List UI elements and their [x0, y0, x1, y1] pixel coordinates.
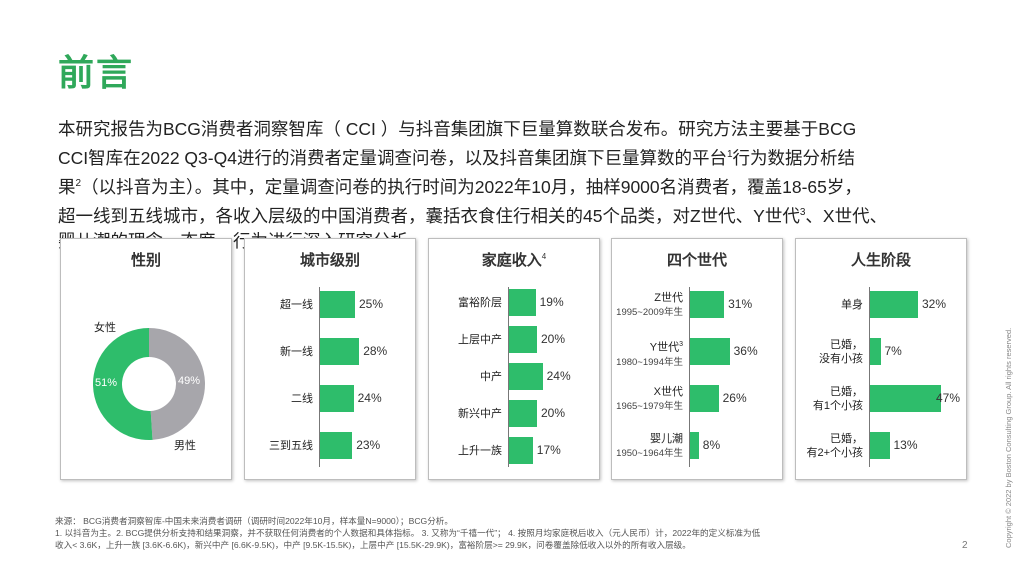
bar — [690, 338, 730, 365]
generation-title: 四个世代 — [666, 252, 727, 269]
generation-panel: 四个世代 Z世代 1995~2009年生 31% Y世代3 1980~1994年生 36%… — [611, 238, 783, 480]
life-stage-panel: 人生阶段 单身 32% 已婚， 没有小孩 7% 已婚， 有1个小孩 47% 已婚， 有2+个小孩 1… — [795, 238, 967, 480]
bar-label: 上层中产 — [458, 334, 502, 346]
bar-value-label: 13% — [893, 438, 918, 452]
bar — [320, 338, 360, 365]
gender-title: 性别 — [130, 252, 161, 269]
city-tier-panel: 城市级别 超一线 25% 新一线 28% 二线 24% 三到五线 23% — [244, 238, 416, 480]
life-stage-title: 人生阶段 — [850, 252, 911, 269]
bar-value-label: 28% — [363, 344, 388, 358]
bar-label: 超一线 — [280, 299, 313, 311]
bar — [509, 289, 536, 316]
copyright-notice: Copyright © 2022 by Boston Consulting Gr… — [1004, 327, 1013, 548]
income-panel: 家庭收入4 富裕阶层 19% 上层中产 20% 中产 24% 新兴中产 20% 上升一族 17% — [428, 238, 600, 480]
bar-label: 富裕阶层 — [458, 297, 502, 309]
bar — [320, 385, 354, 412]
bar — [690, 385, 719, 412]
bar-label: 已婚， 有1个小孩 — [812, 386, 863, 412]
bar — [870, 432, 890, 459]
notes-line-1: 1. 以抖音为主。2. BCG提供分析支持和结果洞察，并不获取任何消费者的个人数… — [55, 528, 761, 538]
bar-label: X世代 1965~1979年生 — [616, 386, 683, 412]
city-tier-title: 城市级别 — [299, 252, 360, 269]
bar-value-label: 8% — [702, 438, 721, 452]
bar-value-label: 36% — [733, 344, 758, 358]
bar-label: 三到五线 — [269, 440, 313, 452]
footnotes: 来源： BCG消费者洞察智库-中国未来消费者调研（调研时间2022年10月，样本… — [55, 515, 955, 551]
bar-label: 中产 — [480, 371, 502, 383]
bar-value-label: 17% — [536, 443, 561, 457]
bar-value-label: 23% — [356, 438, 381, 452]
bar-value-label: 47% — [936, 391, 961, 405]
bar — [690, 432, 699, 459]
bar-value-label: 26% — [722, 391, 747, 405]
bar — [509, 437, 533, 464]
bar-label: 已婚， 没有小孩 — [819, 339, 863, 365]
bar-label: 二线 — [291, 393, 313, 405]
gender-donut-chart — [93, 328, 206, 440]
bar-label: 新一线 — [280, 346, 313, 358]
bar-value-label: 7% — [884, 344, 902, 358]
bar-label: Y世代3 1980~1994年生 — [616, 341, 683, 368]
notes-line-2: 收入< 3.6K，上升一族 [3.6K-6.6K)，新兴中产 [6.6K-9.5… — [55, 540, 691, 550]
bar-value-label: 20% — [541, 332, 566, 346]
bar — [690, 291, 725, 318]
source-note: 来源： BCG消费者洞察智库-中国未来消费者调研（调研时间2022年10月，样本… — [55, 516, 453, 526]
page-title: 前言 — [58, 52, 135, 93]
bar — [509, 326, 537, 353]
bar — [870, 338, 881, 365]
intro-paragraph: 本研究报告为BCG消费者洞察智库（ CCI ）与抖音集团旗下巨量算数联合发布。研… — [58, 119, 888, 252]
male-pct: 49% — [178, 375, 201, 387]
male-slice — [149, 328, 206, 440]
city-axis — [319, 287, 320, 467]
bar-value-label: 32% — [922, 297, 947, 311]
bar-value-label: 31% — [728, 297, 753, 311]
bar — [320, 432, 353, 459]
income-axis — [508, 287, 509, 467]
bar-value-label: 25% — [359, 297, 384, 311]
bar-label: 上升一族 — [458, 445, 502, 457]
female-pct: 51% — [95, 377, 118, 389]
bar — [509, 400, 537, 427]
generation-axis — [689, 287, 690, 467]
bar — [870, 385, 941, 412]
male-label: 男性 — [174, 440, 196, 452]
female-slice — [93, 328, 153, 440]
bar — [509, 363, 543, 390]
bar-value-label: 24% — [357, 391, 382, 405]
bar-label: 单身 — [841, 299, 863, 311]
page-number: 2 — [962, 540, 968, 551]
bar-value-label: 20% — [541, 406, 566, 420]
bar-label: 婴儿潮 1950~1964年生 — [616, 433, 683, 459]
gender-panel: 性别 女性 男性 51% 49% — [60, 238, 232, 480]
bar-label: 已婚， 有2+个小孩 — [806, 433, 863, 459]
bar-label: Z世代 1995~2009年生 — [616, 292, 683, 318]
bar-label: 新兴中产 — [458, 408, 502, 420]
bar-value-label: 19% — [539, 295, 564, 309]
bar-value-label: 24% — [546, 369, 571, 383]
bar — [870, 291, 918, 318]
bar — [320, 291, 355, 318]
female-label: 女性 — [94, 322, 116, 334]
life-stage-axis — [869, 287, 870, 467]
income-title: 家庭收入4 — [481, 252, 547, 269]
